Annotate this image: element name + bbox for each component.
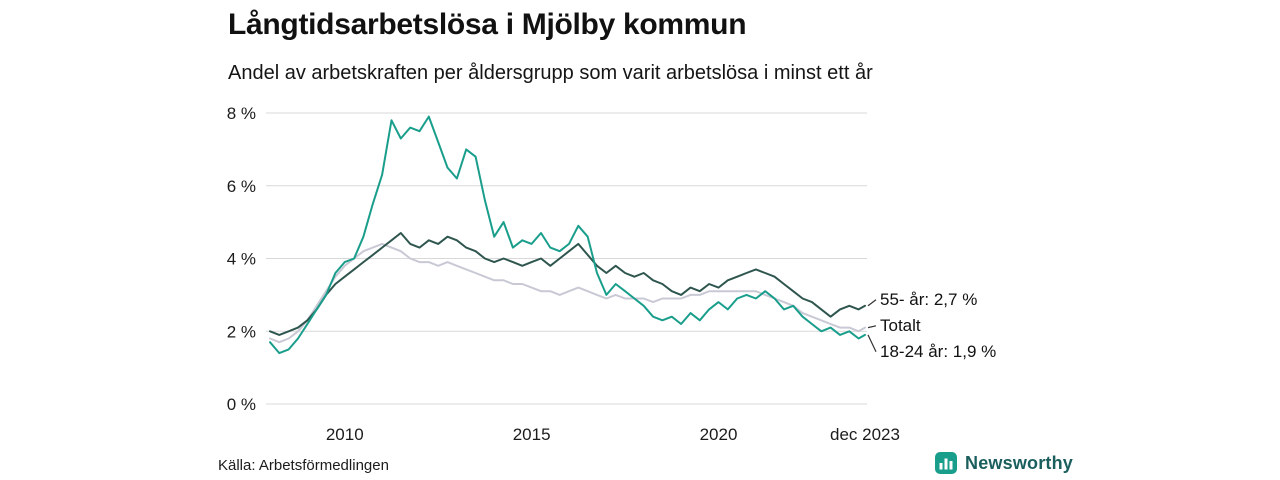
y-tick-label: 2 % <box>227 322 256 341</box>
label-connector <box>867 325 877 329</box>
label-connector <box>867 334 877 353</box>
brand-name: Newsworthy <box>965 452 1074 473</box>
chart-title: Långtidsarbetslösa i Mjölby kommun <box>228 8 747 41</box>
line-series-18-24 år <box>269 115 866 355</box>
y-tick-label: 8 % <box>227 104 256 123</box>
y-tick-label: 0 % <box>227 395 256 414</box>
line-series-55- år <box>269 232 866 336</box>
y-tick-label: 4 % <box>227 250 256 269</box>
series-end-label-totalt: Totalt <box>880 315 921 335</box>
chart-subtitle: Andel av arbetskraften per åldersgrupp s… <box>228 62 873 84</box>
source-caption: Källa: Arbetsförmedlingen <box>218 457 389 474</box>
label-connector <box>867 299 877 307</box>
newsworthy-brand: Newsworthy <box>935 452 1073 474</box>
bar-chart-icon <box>935 452 957 474</box>
series-end-label-18-24-ar: 18-24 år: 1,9 % <box>880 341 997 361</box>
y-tick-label: 6 % <box>227 177 256 196</box>
series-end-label-55-ar: 55- år: 2,7 % <box>880 289 978 309</box>
x-tick-label: 2020 <box>700 425 738 444</box>
x-tick-label: 2015 <box>513 425 551 444</box>
x-tick-label: 2010 <box>326 425 364 444</box>
x-tick-label: dec 2023 <box>830 425 900 444</box>
line-series-Totalt <box>269 242 866 344</box>
